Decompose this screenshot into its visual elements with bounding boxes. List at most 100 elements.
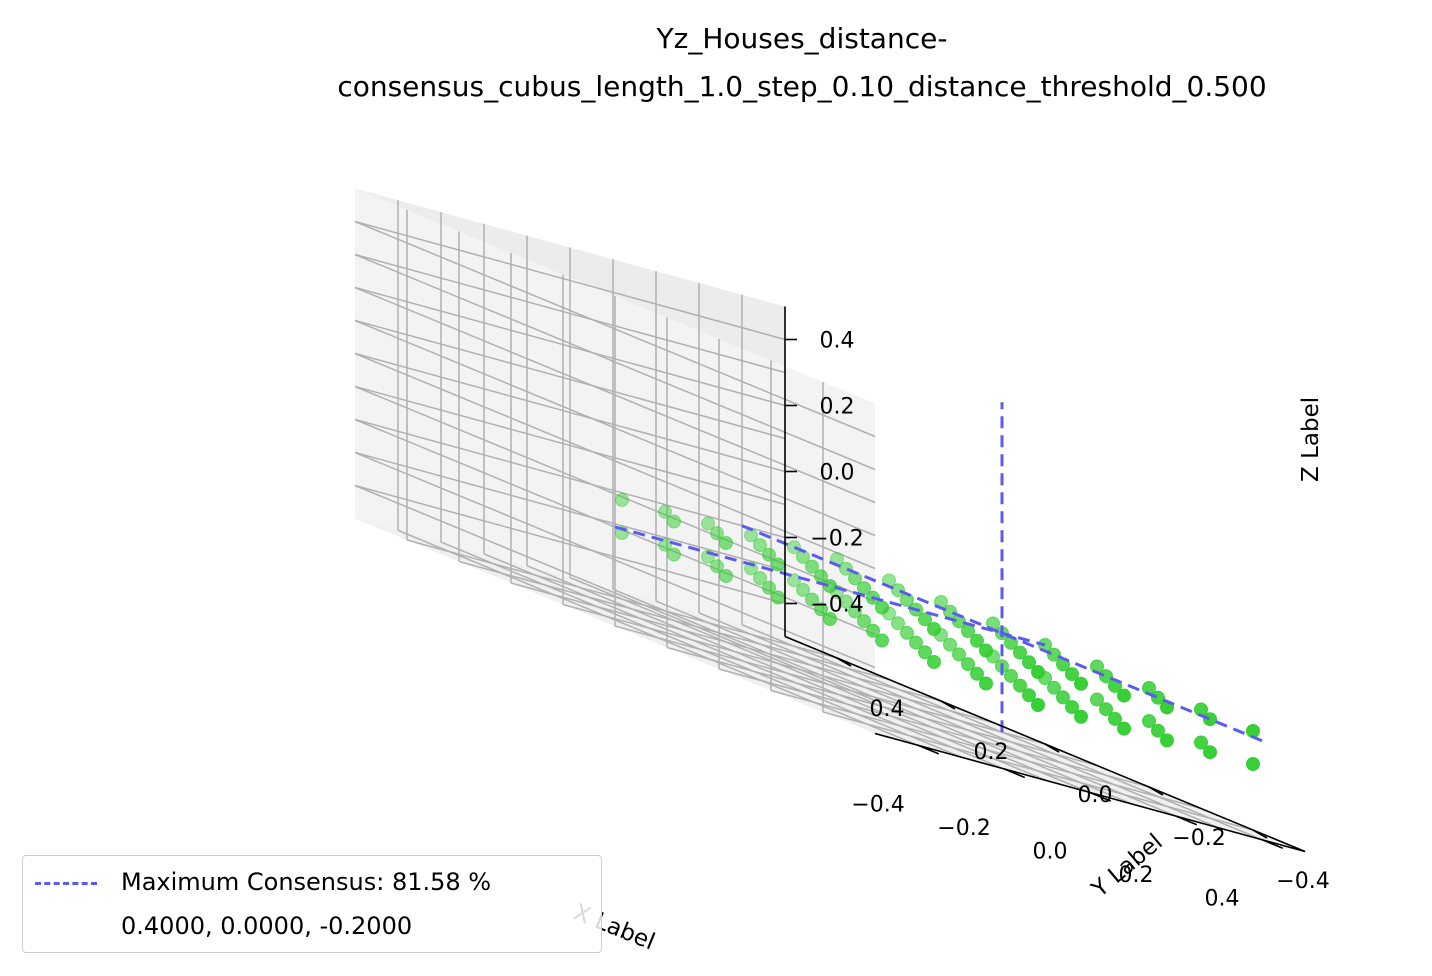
scatter-point <box>1065 700 1079 715</box>
gridlines <box>354 200 1263 841</box>
scatter-point <box>1151 723 1165 738</box>
backwall-grid-z <box>354 253 786 374</box>
scatter-point <box>1004 668 1018 683</box>
axis-panes <box>355 188 1305 852</box>
scatter-point <box>753 538 767 553</box>
scatter-point <box>927 655 941 669</box>
scatter-point <box>805 559 819 574</box>
scatter-point <box>979 676 993 691</box>
scatter-point <box>823 612 837 626</box>
scatter-point <box>1117 721 1131 736</box>
scatter-point <box>1031 665 1045 679</box>
legend-entry-label: Maximum Consensus: 81.58 % <box>121 868 492 896</box>
scatter-point <box>839 594 853 609</box>
scatter-point <box>839 561 853 576</box>
scatter-point <box>1074 709 1088 724</box>
scatter-point <box>710 526 724 541</box>
scatter-point <box>891 583 905 598</box>
z-tick-label: −0.4 <box>810 593 863 618</box>
floor-grid-y <box>614 625 1046 745</box>
chart-title-line2: consensus_cubus_length_1.0_step_0.10_dis… <box>337 70 1266 103</box>
y-tick <box>1044 743 1060 753</box>
y-tick <box>836 657 852 667</box>
chart-title-line1: Yz_Houses_distance- <box>656 22 948 55</box>
z-axis-label: Z Label <box>1298 397 1324 482</box>
scatter-point <box>979 643 993 658</box>
x-tick-label: 0.0 <box>1033 840 1068 865</box>
scatter-point <box>1160 733 1174 748</box>
scatter-point <box>900 625 914 640</box>
scatter-point <box>970 666 984 681</box>
max-line-x <box>614 525 1046 647</box>
scatter-point <box>1013 645 1027 660</box>
y-tick <box>1148 786 1164 796</box>
scatter-point <box>787 573 801 588</box>
y-tick-label: 0.4 <box>870 697 905 722</box>
scatter-point <box>753 571 767 586</box>
scatter-point <box>1074 676 1088 691</box>
scatter-point <box>771 590 785 605</box>
scatter-point <box>1117 688 1131 703</box>
scatter-point <box>875 633 889 648</box>
scatter-point <box>823 579 837 593</box>
legend: Maximum Consensus: 81.58 % 0.4000, 0.000… <box>22 855 602 953</box>
z-tick-label: −0.2 <box>810 527 863 552</box>
floor-grid-y <box>406 539 838 659</box>
x-tick <box>1175 815 1198 826</box>
legend-dashed-line-icon <box>35 882 97 885</box>
y-tick-label: 0.2 <box>974 740 1009 765</box>
scatter-point <box>1056 690 1070 705</box>
scatter-point <box>1031 698 1045 712</box>
scatter-point <box>1142 714 1156 728</box>
scatter-point <box>1047 647 1061 662</box>
scatter-point <box>909 635 923 650</box>
scatter-point <box>762 547 776 562</box>
axes <box>784 306 1306 853</box>
x-tick-label: 0.2 <box>1119 863 1154 888</box>
scatter-point <box>667 547 681 562</box>
scatter-point <box>615 493 629 507</box>
scatter-point <box>952 647 966 662</box>
scatter-point <box>796 582 810 597</box>
scatter-point <box>762 580 776 595</box>
floor-grid-x <box>440 541 962 758</box>
floor-grid-x <box>698 612 1220 829</box>
sidewall-grid-z <box>354 385 876 603</box>
floor-grid-y <box>510 582 942 702</box>
x-tick <box>1089 791 1112 802</box>
scatter-point <box>1022 655 1036 670</box>
sidewall-grid-z <box>354 253 876 471</box>
scatter-point <box>857 614 871 629</box>
scatter-point <box>787 540 801 555</box>
scatter-point <box>1203 712 1217 727</box>
scatter-point <box>943 637 957 652</box>
scatter-point <box>1099 702 1113 717</box>
scatter-point <box>1047 680 1061 695</box>
y-tick-label: −0.2 <box>1172 826 1225 851</box>
floor-grid-y <box>666 646 1098 767</box>
y-tick <box>940 700 956 710</box>
scatter-point <box>710 559 724 574</box>
floor-grid-x <box>655 600 1177 817</box>
sidewall-grid-z <box>354 319 876 537</box>
x-tick-label: −0.2 <box>937 816 990 841</box>
backwall-grid-z <box>354 319 786 440</box>
scatter-point <box>970 633 984 648</box>
x-tick <box>1003 768 1026 779</box>
scatter-point <box>1099 669 1113 684</box>
y-tick-label: −0.4 <box>1276 869 1329 894</box>
scatter-point <box>927 622 941 636</box>
floor-grid-y <box>770 689 1202 810</box>
scatter-points <box>615 493 1260 771</box>
scatter-point <box>848 604 862 619</box>
scatter-point <box>918 645 932 660</box>
scatter-point <box>891 616 905 631</box>
floor-grid-x <box>526 565 1048 782</box>
x-tick-label: −0.4 <box>851 792 904 817</box>
backwall-grid-z <box>354 352 786 473</box>
floor-grid-y <box>562 603 994 724</box>
y-axis-label: Y Label <box>1086 829 1167 903</box>
scatter-point <box>918 612 932 627</box>
max-consensus-lines <box>614 402 1263 743</box>
floor-grid-x <box>612 588 1134 805</box>
